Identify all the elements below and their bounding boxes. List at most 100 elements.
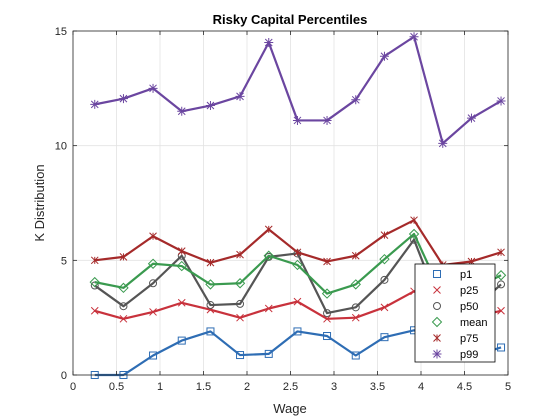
legend-marker-mean: [431, 316, 443, 328]
data-point-p25: [90, 306, 99, 315]
data-point-p25: [264, 304, 273, 313]
data-point-mean: [205, 279, 216, 290]
data-point-mean: [350, 279, 361, 290]
data-point-p75: [351, 251, 360, 260]
x-tick-label: 2: [244, 381, 250, 393]
data-point-mean: [379, 253, 390, 265]
data-point-p50: [149, 279, 158, 288]
data-point-p1: [380, 333, 389, 342]
x-tick-label: 4: [418, 381, 424, 393]
data-point-p75: [90, 256, 99, 265]
data-point-p99: [118, 94, 128, 104]
legend-label-p50: p50: [460, 301, 478, 313]
data-point-p25: [380, 303, 389, 312]
data-point-mean: [408, 228, 420, 240]
x-axis-label: Wage: [273, 401, 306, 416]
data-point-p25: [149, 308, 157, 316]
x-tick-label: 0.5: [109, 381, 124, 393]
data-point-p50: [236, 299, 245, 308]
data-point-p1: [236, 351, 245, 360]
data-point-p25: [293, 297, 302, 306]
data-point-p1: [149, 351, 158, 360]
data-point-p1: [497, 343, 506, 352]
data-point-mean: [263, 250, 274, 261]
data-point-p50: [323, 309, 332, 318]
y-tick-label: 10: [55, 141, 67, 153]
legend-marker-p1: [433, 270, 441, 278]
data-point-p99: [379, 51, 389, 61]
x-tick-label: 3: [331, 381, 337, 393]
data-point-p99: [466, 113, 476, 123]
data-point-p25: [351, 313, 360, 322]
legend-label-p25: p25: [460, 285, 478, 297]
data-point-p99: [438, 138, 448, 148]
data-point-p75: [293, 248, 302, 257]
y-tick-label: 5: [61, 255, 67, 267]
data-point-p50: [206, 301, 215, 310]
data-point-p75: [236, 250, 244, 259]
x-tick-label: 5: [505, 381, 511, 393]
data-point-p99: [148, 83, 158, 93]
data-point-p25: [236, 313, 244, 322]
axis-ticks: 0 0.5 1 1.5 2 2.5 3 3.5 4 4.5 5 0 5 10 15: [55, 26, 511, 393]
data-point-p99: [264, 37, 274, 47]
data-point-p1: [351, 351, 360, 360]
data-point-p50: [351, 303, 360, 312]
data-point-p25: [497, 306, 505, 315]
x-tick-label: 2.5: [283, 381, 298, 393]
data-point-p50: [497, 280, 506, 289]
data-point-p50: [380, 275, 389, 284]
data-point-p75: [497, 248, 505, 257]
data-point-p99: [322, 115, 332, 125]
data-point-p99: [496, 96, 506, 106]
legend-marker-p75: [433, 334, 441, 342]
data-point-p75: [410, 216, 418, 225]
legend: p1 p25 p50 mean p75 p99: [414, 263, 496, 363]
data-point-p99: [351, 95, 361, 105]
data-point-p99: [235, 91, 245, 101]
data-point-p99: [177, 106, 187, 116]
data-point-mean: [495, 270, 507, 281]
data-point-p99: [205, 101, 215, 111]
data-point-p50: [90, 281, 99, 290]
data-point-p25: [323, 314, 331, 323]
data-point-p75: [264, 225, 273, 234]
data-point-p1: [264, 349, 273, 358]
y-tick-label: 15: [55, 26, 67, 38]
y-axis-label: K Distribution: [32, 164, 47, 241]
legend-marker-p25: [433, 286, 441, 294]
data-point-p50: [119, 302, 128, 311]
data-point-p75: [380, 231, 389, 239]
data-point-p75: [323, 257, 331, 266]
data-point-p99: [292, 115, 302, 125]
data-point-p25: [119, 314, 128, 323]
data-point-mean: [118, 282, 129, 294]
x-tick-label: 0: [70, 381, 76, 393]
legend-marker-p50: [433, 302, 441, 310]
series-p99: [90, 32, 506, 148]
x-tick-label: 4.5: [457, 381, 472, 393]
data-point-p75: [149, 232, 157, 241]
data-point-mean: [89, 276, 100, 288]
legend-label-p99: p99: [460, 349, 478, 361]
data-point-p75: [177, 247, 186, 256]
legend-label-p1: p1: [460, 269, 472, 281]
series-p75: [90, 216, 505, 269]
data-point-p1: [177, 336, 186, 345]
data-point-p75: [206, 258, 215, 267]
legend-label-p75: p75: [460, 333, 478, 345]
data-point-p1: [206, 327, 215, 336]
data-point-p1: [293, 327, 302, 336]
legend-marker-p99: [432, 349, 442, 359]
data-point-mean: [176, 260, 187, 272]
data-point-p1: [323, 332, 332, 341]
legend-box: [414, 263, 496, 363]
data-point-mean: [234, 278, 246, 289]
legend-label-mean: mean: [460, 317, 488, 329]
x-tick-label: 1.5: [196, 381, 211, 393]
data-point-mean: [292, 259, 303, 271]
data-point-p75: [119, 253, 128, 261]
x-tick-label: 3.5: [370, 381, 385, 393]
data-point-mean: [321, 288, 333, 299]
